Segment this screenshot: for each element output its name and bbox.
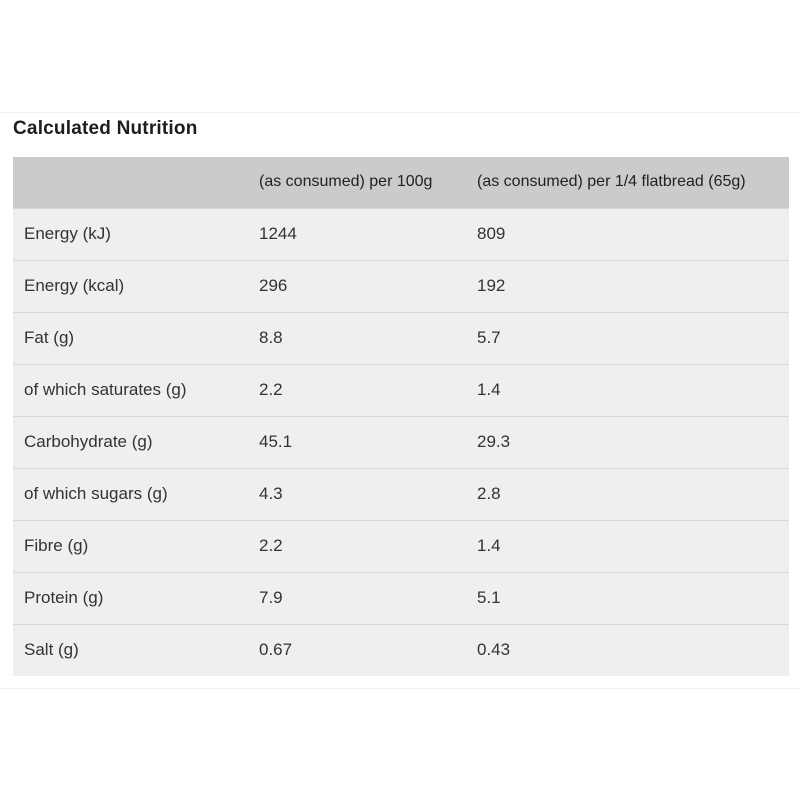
nutrient-name: Protein (g) (13, 571, 248, 624)
value-per-serving: 0.43 (466, 623, 789, 676)
value-per-100g: 296 (248, 259, 466, 312)
nutrient-name: of which saturates (g) (13, 363, 248, 416)
table-row: Energy (kcal) 296 192 (13, 259, 789, 312)
value-per-serving: 192 (466, 259, 789, 312)
value-per-100g: 7.9 (248, 571, 466, 624)
value-per-serving: 809 (466, 207, 789, 260)
table-row: Salt (g) 0.67 0.43 (13, 623, 789, 676)
value-per-100g: 8.8 (248, 311, 466, 364)
table-row: of which saturates (g) 2.2 1.4 (13, 363, 789, 416)
nutrient-name: Fat (g) (13, 311, 248, 364)
nutrient-name: Energy (kJ) (13, 207, 248, 260)
table-row: Fat (g) 8.8 5.7 (13, 311, 789, 364)
nutrient-name: Salt (g) (13, 623, 248, 676)
value-per-100g: 2.2 (248, 363, 466, 416)
value-per-serving: 5.1 (466, 571, 789, 624)
value-per-serving: 5.7 (466, 311, 789, 364)
value-per-100g: 45.1 (248, 415, 466, 468)
table-row: Protein (g) 7.9 5.1 (13, 571, 789, 624)
table-row: Fibre (g) 2.2 1.4 (13, 519, 789, 572)
value-per-serving: 1.4 (466, 363, 789, 416)
value-per-100g: 1244 (248, 207, 466, 260)
value-per-serving: 29.3 (466, 415, 789, 468)
section-title: Calculated Nutrition (13, 118, 198, 139)
value-per-100g: 2.2 (248, 519, 466, 572)
table-row: Energy (kJ) 1244 809 (13, 207, 789, 260)
nutrient-name: Energy (kcal) (13, 259, 248, 312)
header-per-serving: (as consumed) per 1/4 flatbread (65g) (477, 173, 746, 191)
nutrient-name: of which sugars (g) (13, 467, 248, 520)
value-per-serving: 1.4 (466, 519, 789, 572)
value-per-100g: 4.3 (248, 467, 466, 520)
table-header-row: (as consumed) per 100g (as consumed) per… (13, 157, 789, 208)
nutrient-name: Carbohydrate (g) (13, 415, 248, 468)
nutrient-name: Fibre (g) (13, 519, 248, 572)
header-nutrient (13, 157, 248, 208)
table-row: Carbohydrate (g) 45.1 29.3 (13, 415, 789, 468)
header-per-100g: (as consumed) per 100g (259, 173, 433, 191)
nutrition-table: (as consumed) per 100g (as consumed) per… (13, 157, 789, 676)
table-row: of which sugars (g) 4.3 2.8 (13, 467, 789, 520)
value-per-serving: 2.8 (466, 467, 789, 520)
value-per-100g: 0.67 (248, 623, 466, 676)
